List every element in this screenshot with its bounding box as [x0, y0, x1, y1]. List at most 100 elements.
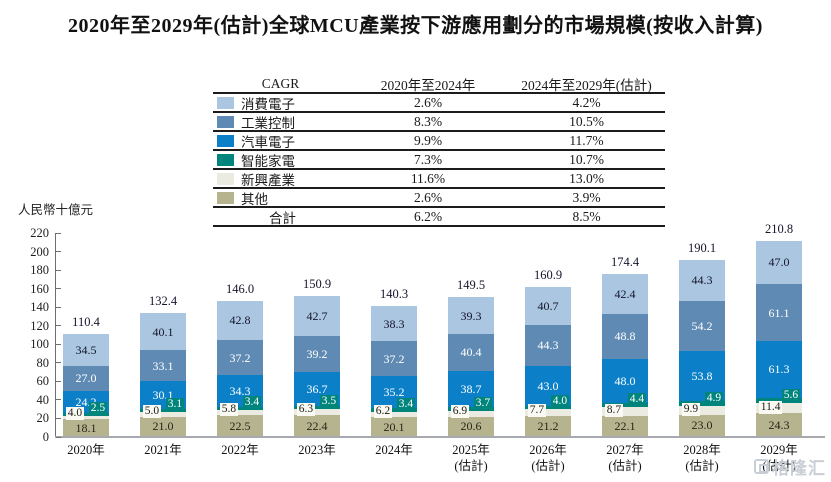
bar-segment: [602, 274, 648, 314]
segment-value-label: 21.2: [537, 419, 559, 434]
y-axis-tick-label: 220: [30, 226, 49, 240]
bar-segment: [217, 415, 263, 436]
cagr-value-2024-2029: 8.5%: [572, 208, 601, 224]
bar-segment: [140, 313, 186, 351]
y-axis-tick-label: 60: [36, 374, 50, 389]
y-axis-tick: [56, 380, 61, 382]
segment-value-label: 27.0: [75, 371, 97, 386]
segment-value-label: 5.0: [142, 404, 162, 418]
bar-total-label: 146.0: [225, 281, 255, 296]
segment-value-label: 23.0: [691, 418, 713, 433]
y-axis-tick: [56, 251, 61, 253]
bar-segment: [756, 413, 802, 436]
bar-segment: [140, 416, 186, 436]
cagr-table-row: 汽車電子 9.9% 11.7%: [213, 132, 665, 151]
segment-value-label: 4.9: [704, 391, 724, 405]
bar-segment: [371, 305, 417, 342]
bar-segment: [525, 405, 571, 410]
segment-value-label: 18.1: [75, 420, 97, 435]
segment-value-label: 37.2: [383, 351, 405, 366]
x-axis-label: 2024年: [375, 443, 413, 457]
legend-label: 消費電子: [241, 96, 295, 112]
legend-color-swatch: [217, 96, 234, 109]
bar-segment: [756, 340, 802, 398]
cagr-value-2020-2024: 9.9%: [413, 132, 443, 148]
bar-segment: [294, 409, 340, 416]
segment-value-label: 48.0: [614, 374, 636, 389]
segment-value-label: 38.3: [383, 316, 405, 331]
y-axis-tick: [56, 306, 61, 308]
segment-value-label: 2.5: [88, 401, 108, 415]
segment-value-label: 20.6: [460, 419, 482, 434]
segment-value-label: 22.1: [614, 418, 636, 433]
y-axis-tick-label: 120: [30, 318, 49, 333]
cagr-value-2024-2029: 3.9%: [572, 189, 601, 205]
legend-label: 其他: [241, 191, 268, 207]
row-label-cell: 汽車電子: [213, 131, 348, 151]
bar-segment: [602, 415, 648, 436]
cagr-table-row: 工業控制 8.3% 10.5%: [213, 113, 665, 132]
bar-segment: [679, 414, 725, 436]
page-title: 2020年至2029年(估計)全球MCU產業按下游應用劃分的市場規模(按收入計算…: [68, 15, 763, 37]
segment-value-label: 39.3: [460, 308, 482, 323]
segment-value-label: 3.7: [473, 396, 493, 410]
row-label-cell: 消費電子: [213, 93, 348, 113]
cagr-value-2020-2024: 8.3%: [413, 113, 443, 129]
bar-segment: [679, 400, 725, 406]
y-axis-tick-label: 200: [30, 244, 49, 259]
bar-segment: [294, 296, 340, 336]
segment-value-label: 24.3: [768, 417, 790, 432]
y-axis-tick: [56, 399, 61, 401]
y-axis-tick-label: 140: [30, 300, 49, 315]
row-label-cell: 工業控制: [213, 112, 348, 132]
watermark: 格隆汇: [754, 454, 826, 479]
segment-value-label: 6.2: [373, 405, 393, 419]
bar-total-label: 160.9: [533, 267, 563, 282]
row-label-cell: 其他: [213, 188, 348, 208]
cagr-table-row: 消費電子 2.6% 4.2%: [213, 94, 665, 113]
bar-segment: [448, 416, 494, 436]
legend-color-swatch: [217, 172, 234, 185]
segment-value-label: 34.3: [229, 383, 251, 398]
bar-total-label: 110.4: [72, 314, 100, 329]
y-axis-tick: [56, 232, 61, 234]
legend-label: 汽車電子: [241, 134, 295, 150]
segment-value-label: 42.8: [229, 313, 251, 328]
bar-segment: [679, 259, 725, 301]
segment-value-label: 42.4: [614, 286, 636, 301]
legend-label: 智能家電: [241, 153, 295, 169]
y-axis-tick-label: 20: [36, 411, 50, 426]
bar-total-label: 210.8: [764, 221, 794, 236]
y-axis-tick: [56, 288, 61, 290]
segment-value-label: 9.9: [681, 402, 701, 416]
x-axis-label: 2028年 (估計): [683, 443, 721, 474]
cagr-value-2024-2029: 11.7%: [569, 132, 604, 148]
y-axis-unit-label: 人民幣十億元: [18, 203, 94, 217]
bar-segment: [294, 406, 340, 410]
segment-value-label: 54.2: [691, 318, 713, 333]
segment-value-label: 22.4: [306, 418, 328, 433]
cagr-table-row: 其他 2.6% 3.9%: [213, 189, 665, 208]
bar-segment: [525, 324, 571, 366]
legend-color-swatch: [217, 134, 234, 147]
legend-label: 新興產業: [241, 172, 295, 188]
x-axis-label: 2025年 (估計): [452, 443, 490, 474]
cagr-table: CAGR 2020年至2024年 2024年至2029年(估計) 消費電子 2.6…: [213, 76, 665, 227]
segment-value-label: 44.3: [691, 273, 713, 288]
segment-value-label: 40.7: [537, 298, 559, 313]
segment-value-label: 3.1: [165, 397, 185, 411]
segment-value-label: 44.3: [537, 338, 559, 353]
bar-segment: [679, 405, 725, 415]
segment-value-label: 22.5: [229, 418, 251, 433]
x-axis-label: 2029年 (估計): [760, 443, 798, 474]
segment-value-label: 5.6: [781, 388, 801, 402]
bar-segment: [525, 286, 571, 325]
bar-segment: [371, 417, 417, 436]
cagr-table-header-2020-2024: 2020年至2024年: [380, 78, 476, 93]
x-axis-label: 2023年: [298, 443, 336, 457]
bar-segment: [602, 313, 648, 359]
bar-segment: [217, 340, 263, 375]
cagr-table-total-row: 合計 6.2% 8.5%: [213, 208, 665, 227]
bar-segment: [63, 365, 109, 391]
x-axis-baseline: [55, 436, 825, 438]
